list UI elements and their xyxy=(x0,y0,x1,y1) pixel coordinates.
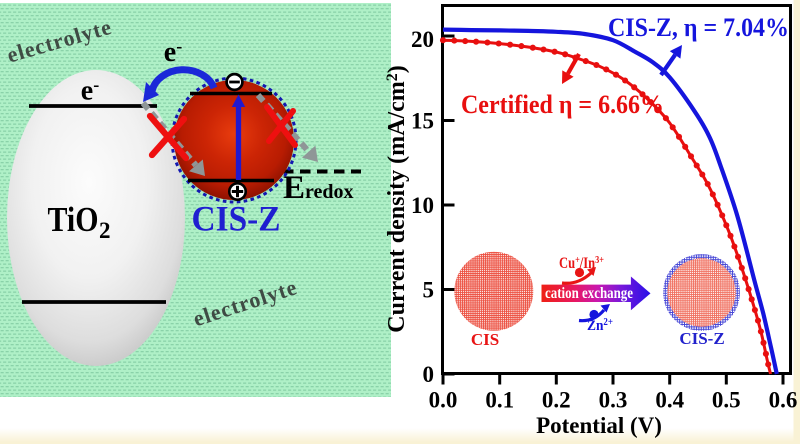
svg-text:20: 20 xyxy=(411,27,434,52)
svg-text:0.0: 0.0 xyxy=(429,388,458,413)
svg-text:2: 2 xyxy=(99,218,111,243)
svg-text:0.1: 0.1 xyxy=(485,388,514,413)
svg-text:15: 15 xyxy=(411,109,434,134)
svg-text:0.2: 0.2 xyxy=(542,388,571,413)
svg-text:Cu+/In3+: Cu+/In3+ xyxy=(559,255,604,272)
svg-text:0.6: 0.6 xyxy=(769,388,798,413)
svg-text:10: 10 xyxy=(411,193,434,218)
svg-text:0.4: 0.4 xyxy=(655,388,684,413)
svg-text:Current density (mA/cm2): Current density (mA/cm2) xyxy=(384,65,410,333)
svg-text:0.3: 0.3 xyxy=(599,388,628,413)
svg-text:Potential (V): Potential (V) xyxy=(536,413,662,438)
svg-text:CIS: CIS xyxy=(471,330,499,349)
svg-text:CIS-Z, η = 7.04%: CIS-Z, η = 7.04% xyxy=(608,12,789,42)
svg-text:0.5: 0.5 xyxy=(712,388,741,413)
svg-text:cation exchange: cation exchange xyxy=(545,285,633,302)
svg-text:TiO: TiO xyxy=(48,200,99,239)
svg-text:0: 0 xyxy=(423,362,435,387)
svg-text:5: 5 xyxy=(423,278,435,303)
svg-text:CIS-Z: CIS-Z xyxy=(192,199,281,239)
svg-text:Certified η = 6.66%: Certified η = 6.66% xyxy=(461,89,664,119)
svg-text:CIS-Z: CIS-Z xyxy=(679,329,724,348)
